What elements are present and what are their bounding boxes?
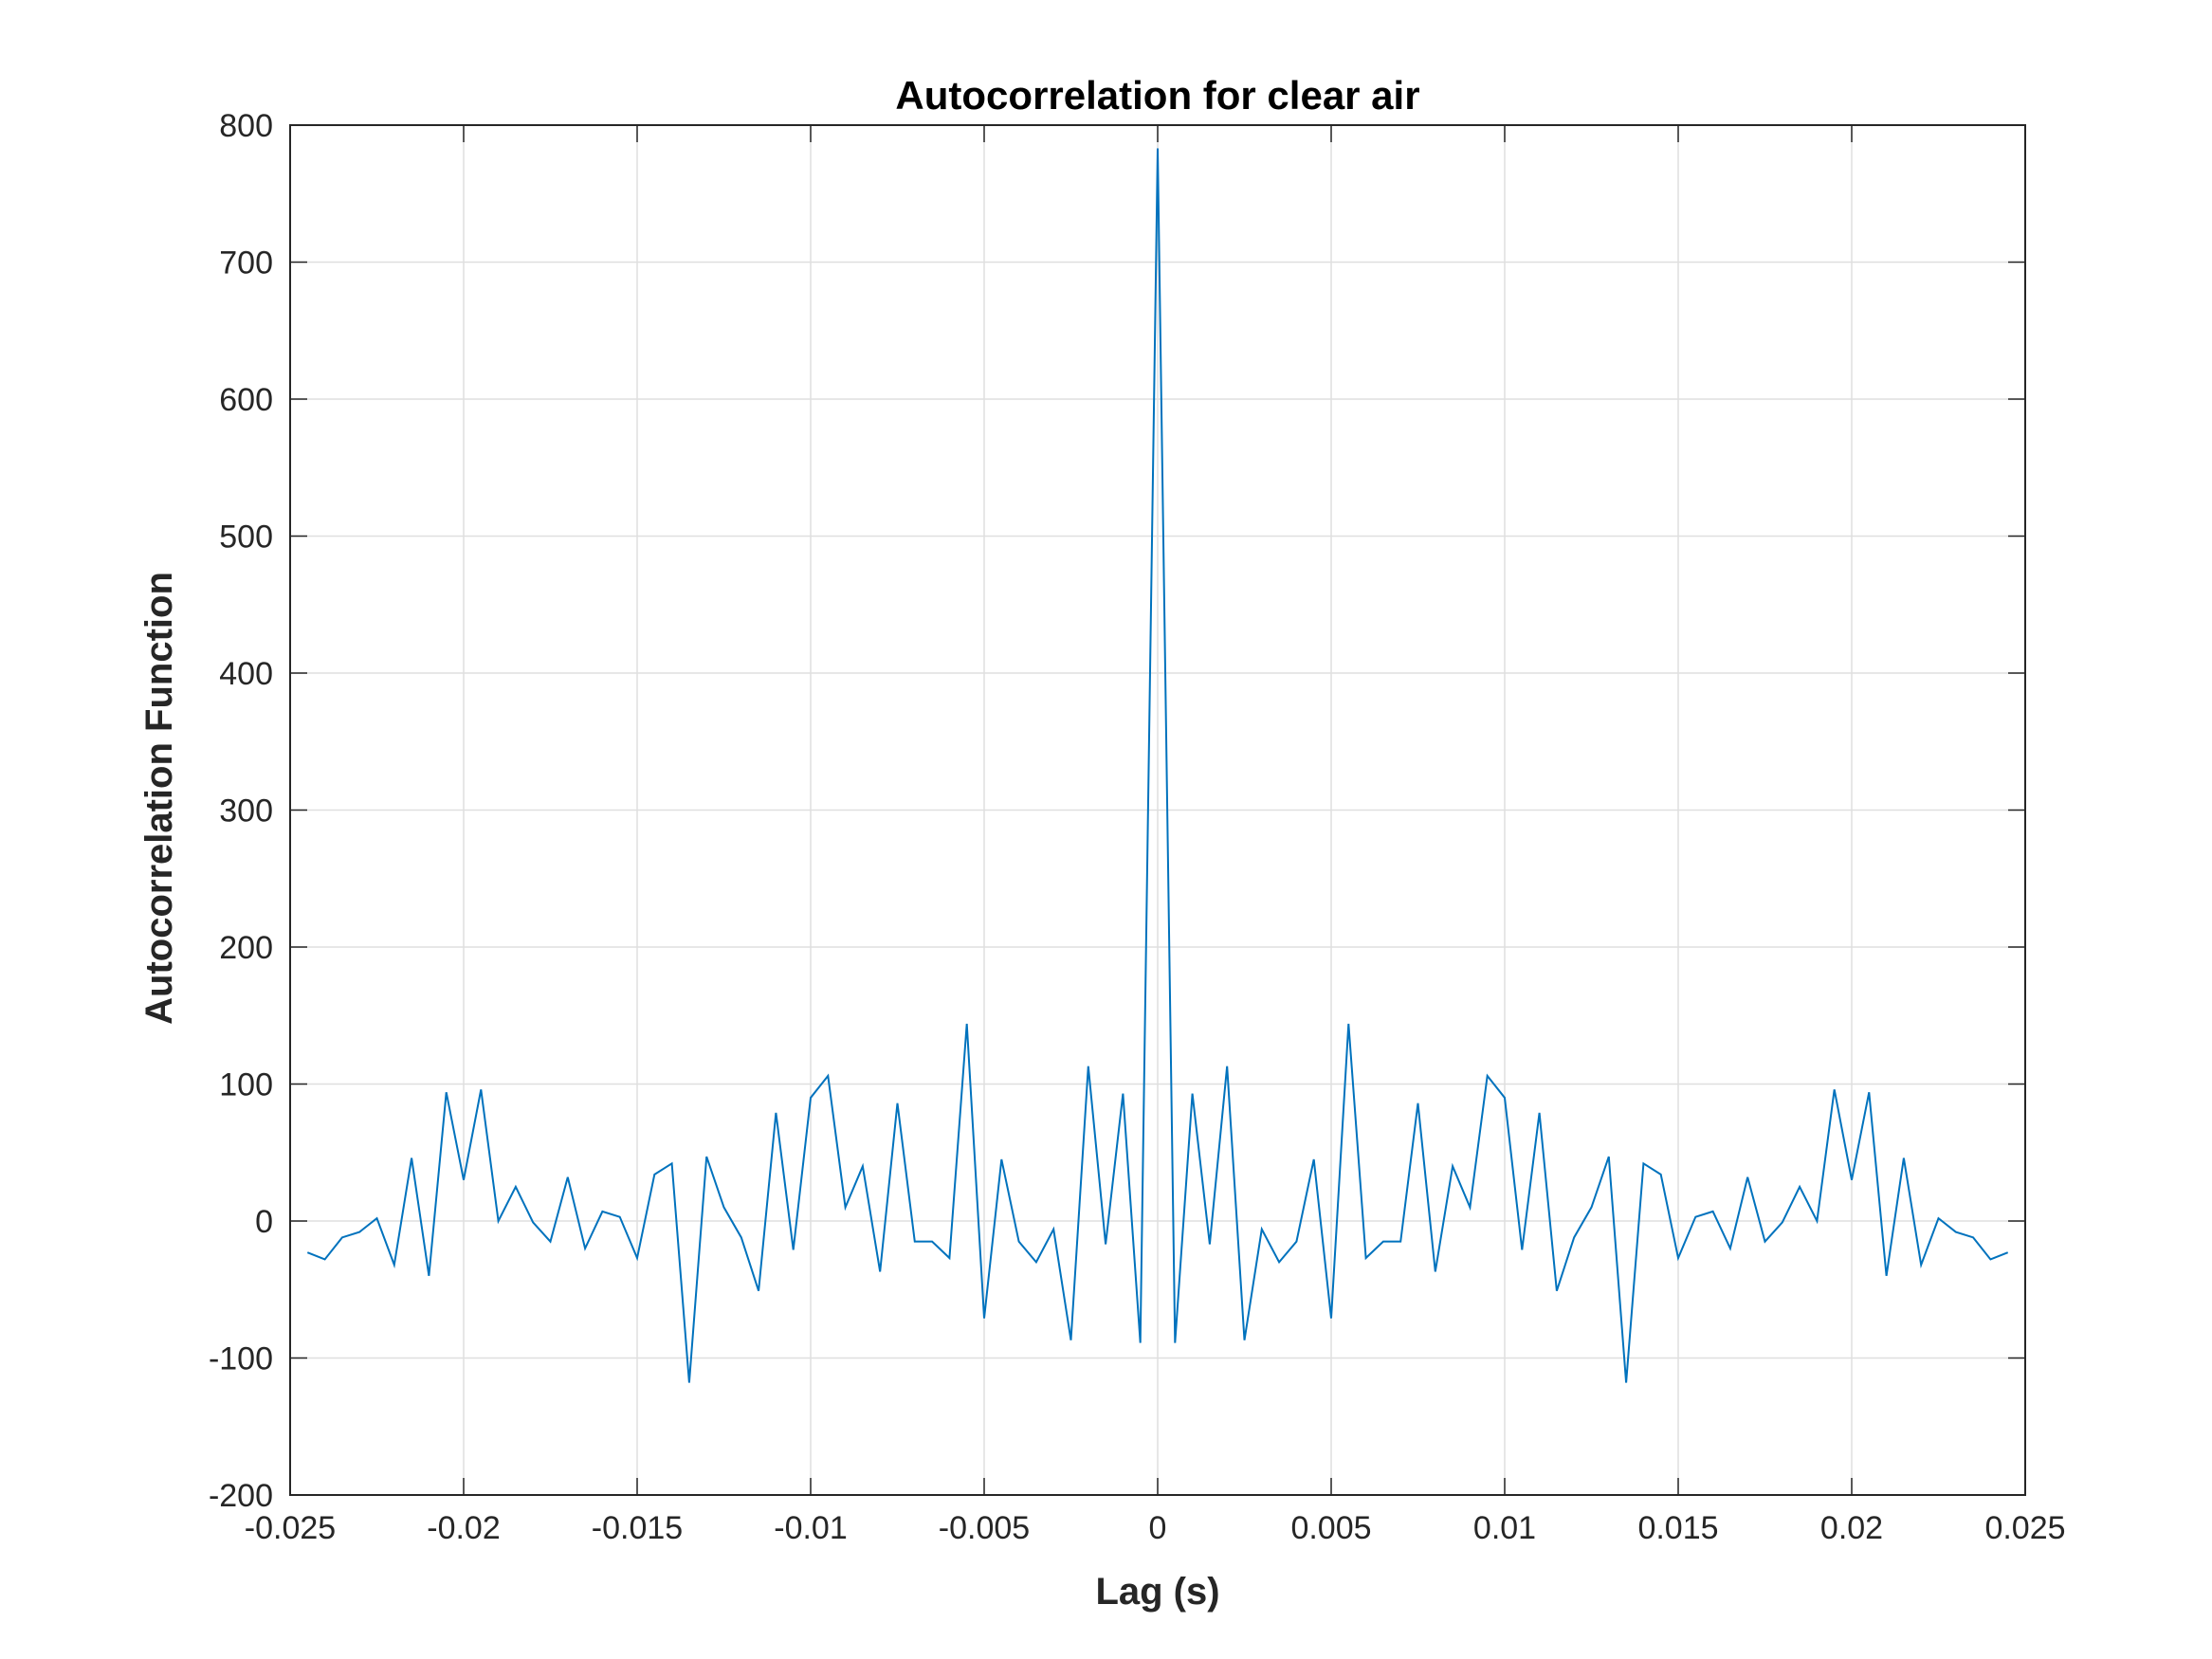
y-axis-label: Autocorrelation Function [138,572,180,1025]
x-tick-label: 0.02 [1820,1510,1883,1546]
x-tick-label: 0.015 [1637,1510,1718,1546]
y-tick-labels: -200 -100 0 100 200 300 400 500 600 700 800 [209,108,273,1514]
x-axis-label: Lag (s) [1095,1571,1219,1613]
y-tick-label: 800 [219,108,273,144]
y-tick-label: 100 [219,1067,273,1103]
x-tick-label: -0.025 [245,1510,336,1546]
y-tick-label: 700 [219,246,273,282]
x-tick-label: 0 [1149,1510,1167,1546]
y-tick-label: -100 [209,1341,273,1377]
y-tick-label: 0 [255,1204,273,1240]
x-tick-label: 0.01 [1473,1510,1536,1546]
y-tick-label: 500 [219,520,273,556]
y-tick-label: 600 [219,382,273,418]
y-tick-label: -200 [209,1478,273,1514]
x-tick-label: -0.02 [427,1510,501,1546]
y-tick-label: 200 [219,930,273,966]
x-tick-label: 0.005 [1290,1510,1371,1546]
x-tick-label: -0.015 [592,1510,683,1546]
x-tick-label: -0.005 [939,1510,1030,1546]
chart-title: Autocorrelation for clear air [895,73,1419,118]
y-tick-label: 400 [219,656,273,692]
x-tick-label: -0.01 [774,1510,848,1546]
series-line [306,148,2009,1383]
x-tick-label: 0.025 [1984,1510,2065,1546]
y-tick-label: 300 [219,793,273,830]
series [306,148,2009,1383]
x-tick-labels: -0.025 -0.02 -0.015 -0.01 -0.005 0 0.005 0.01 0.… [245,1510,2066,1546]
axes-box [289,124,2026,1496]
